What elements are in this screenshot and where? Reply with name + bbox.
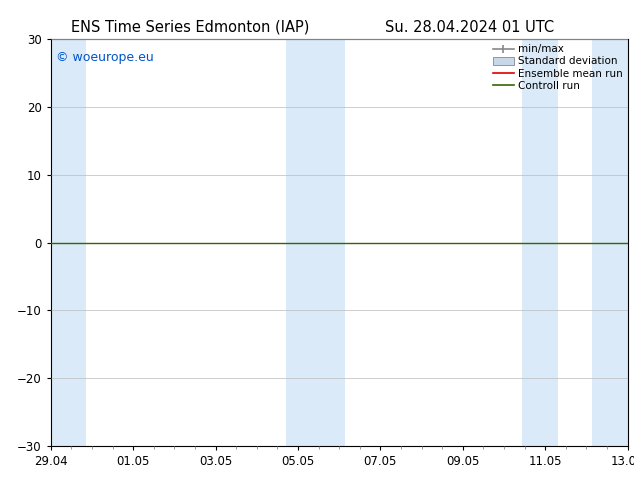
Legend: min/max, Standard deviation, Ensemble mean run, Controll run: min/max, Standard deviation, Ensemble me… bbox=[491, 42, 624, 93]
Text: Su. 28.04.2024 01 UTC: Su. 28.04.2024 01 UTC bbox=[385, 20, 553, 35]
Text: ENS Time Series Edmonton (IAP): ENS Time Series Edmonton (IAP) bbox=[71, 20, 309, 35]
Bar bbox=[51, 39, 86, 446]
Bar bbox=[592, 39, 628, 446]
Bar bbox=[285, 39, 345, 446]
Text: © woeurope.eu: © woeurope.eu bbox=[56, 51, 154, 64]
Bar bbox=[522, 39, 558, 446]
